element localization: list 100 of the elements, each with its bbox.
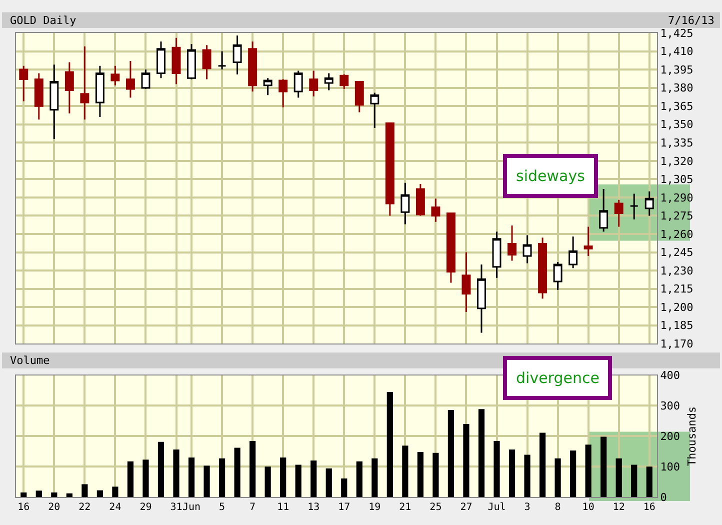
y-tick-label: 1,185 <box>660 319 694 332</box>
x-tick-label: 19 <box>368 502 381 513</box>
x-tick-label: 8 <box>554 502 561 513</box>
candlestick <box>126 60 135 98</box>
x-tick-label: 10 <box>582 502 594 513</box>
bar <box>188 457 195 497</box>
x-tick-label: 12 <box>612 502 625 513</box>
candlestick <box>187 43 196 80</box>
bar <box>478 409 485 497</box>
candlestick <box>172 37 181 85</box>
x-tick-label: 13 <box>308 502 320 513</box>
candlestick <box>599 188 608 232</box>
bar <box>539 432 546 497</box>
candlestick <box>95 65 104 118</box>
candlestick <box>324 72 334 92</box>
bar <box>463 424 470 497</box>
y-tick-label: 1,425 <box>660 26 694 40</box>
bar <box>386 392 393 497</box>
y-tick-label: 1,350 <box>660 118 694 132</box>
candlestick <box>50 64 59 140</box>
y-tick-label: 1,170 <box>660 338 694 350</box>
y-tick-label: 1,200 <box>660 300 694 314</box>
y-tick-label: 1,230 <box>660 264 694 278</box>
bar <box>508 450 516 497</box>
y-tick-label: 1,410 <box>660 45 694 58</box>
candlestick <box>385 122 394 216</box>
bar <box>448 410 454 497</box>
y-tick-label: 1,335 <box>660 136 694 150</box>
x-tick-label: 3 <box>524 502 530 513</box>
x-tick-label: 25 <box>430 502 442 513</box>
bar <box>326 468 332 497</box>
bar <box>372 458 378 497</box>
bar <box>158 442 164 497</box>
bar <box>570 450 576 497</box>
chart-title: GOLD Daily <box>10 14 77 27</box>
candlestick <box>263 77 272 96</box>
bar <box>96 490 103 497</box>
candlestick <box>508 224 516 262</box>
y-tick-label: 1,275 <box>660 210 694 223</box>
bar <box>127 461 134 497</box>
candlestick <box>431 198 440 223</box>
candlestick <box>477 264 486 334</box>
y-tick-label: 0 <box>660 490 667 504</box>
bar <box>142 460 149 497</box>
candlestick <box>492 230 502 279</box>
y-tick-label: 1,215 <box>660 282 694 296</box>
bar <box>264 466 271 497</box>
bar <box>585 444 592 497</box>
y-tick-label: 1,260 <box>660 228 694 241</box>
y-tick-label: 1,305 <box>660 173 694 186</box>
annotation: divergence <box>516 369 600 387</box>
x-tick-label: 16 <box>643 502 656 513</box>
candlestick <box>462 252 471 313</box>
candlestick <box>232 34 242 76</box>
bar <box>204 466 210 497</box>
candlestick <box>614 199 624 228</box>
y-tick-label: 1,245 <box>660 246 694 260</box>
x-tick-label: 29 <box>140 502 152 513</box>
bar <box>82 484 88 497</box>
candlestick <box>553 261 562 291</box>
x-tick-label: Jul <box>488 502 506 513</box>
y-tick-label: 200 <box>660 430 680 443</box>
bar <box>432 452 439 497</box>
x-tick-label: 22 <box>78 502 91 513</box>
bar <box>51 492 58 497</box>
candlestick <box>202 44 212 80</box>
bar <box>234 448 240 497</box>
bar <box>250 441 256 497</box>
bar <box>36 490 42 497</box>
candlestick <box>110 65 120 86</box>
bar <box>218 458 226 497</box>
bar <box>20 492 27 497</box>
x-tick-label: 11 <box>277 502 290 513</box>
x-tick-label: 5 <box>219 502 226 513</box>
bar <box>646 466 652 497</box>
candlestick <box>278 78 288 108</box>
candlestick <box>370 92 380 129</box>
x-tick-label: Jun <box>182 502 201 513</box>
bar <box>310 460 317 497</box>
y-tick-label: 100 <box>660 460 680 474</box>
bar <box>616 458 622 497</box>
candlestick <box>630 193 639 220</box>
candlestick <box>538 236 548 300</box>
bar <box>295 464 302 497</box>
candlestick <box>584 226 593 257</box>
x-tick-label: 7 <box>250 502 256 513</box>
x-tick-label: 27 <box>460 502 472 513</box>
bar <box>112 486 118 497</box>
bar <box>524 454 530 497</box>
bar <box>402 446 408 497</box>
bar <box>631 464 638 497</box>
candlestick <box>644 190 654 216</box>
bar <box>417 452 424 497</box>
y-tick-label: 1,395 <box>660 63 694 76</box>
y-tick-label: 400 <box>660 369 680 382</box>
candlestick <box>80 46 90 120</box>
candlestick <box>416 183 425 216</box>
candlestick <box>354 80 364 113</box>
candlestick <box>446 212 456 284</box>
y-tick-label: 1,380 <box>660 82 694 95</box>
